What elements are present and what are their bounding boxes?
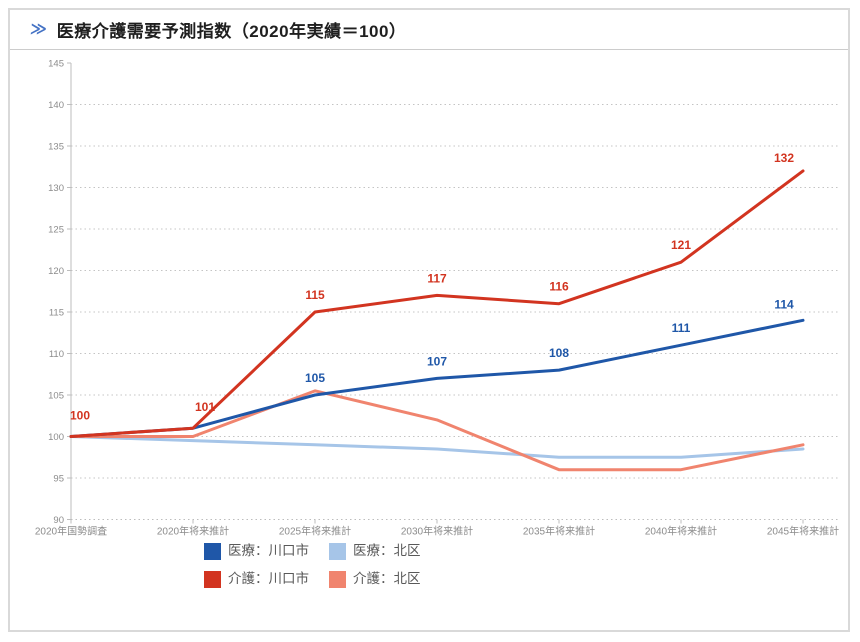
data-label: 107: [427, 354, 447, 368]
data-label: 132: [774, 151, 794, 165]
data-label: 100: [70, 409, 90, 423]
legend-item: 医療：北区: [329, 542, 421, 560]
section-header: ≫ 医療介護需要予測指数（2020年実績＝100）: [10, 10, 848, 50]
x-tick-label: 2020年将来推計: [157, 525, 229, 538]
legend-swatch-icon: [329, 542, 346, 560]
legend-item: 介護：川口市: [204, 570, 329, 588]
data-label: 117: [427, 271, 447, 285]
data-label: 101: [195, 400, 215, 414]
x-tick-label: 2045年将来推計: [767, 525, 839, 538]
data-label: 108: [549, 346, 569, 360]
series-line: [69, 435, 805, 459]
x-tick-label: 2040年将来推計: [645, 525, 717, 538]
y-tick-label: 95: [53, 474, 64, 485]
legend-item: 介護：北区: [329, 570, 421, 588]
legend-label: 医療：北区: [353, 543, 421, 559]
x-tick-label: 2020年国勢調査: [35, 525, 107, 538]
series-line: [69, 389, 805, 472]
report-panel: ≫ 医療介護需要予測指数（2020年実績＝100） 90 95 100 105 110 1…: [8, 8, 850, 632]
data-label: 121: [671, 238, 691, 252]
legend-swatch-icon: [204, 542, 221, 560]
data-label: 111: [672, 321, 691, 335]
data-label: 114: [774, 297, 794, 311]
y-tick-label: 100: [48, 432, 64, 443]
y-tick-label: 120: [48, 266, 64, 277]
x-tick-label: 2025年将来推計: [279, 525, 351, 538]
page-title: 医療介護需要予測指数（2020年実績＝100）: [56, 22, 407, 41]
y-tick-label: 105: [48, 391, 64, 402]
legend-label: 介護：北区: [353, 571, 421, 587]
chart-legend: 医療：川口市 医療：北区介護：川口市 介護：北区: [204, 542, 421, 588]
chart-canvas: 90 95 100 105 110 115 120 125 130 135 140 145 2020年国…: [35, 59, 840, 538]
legend-label: 医療：川口市: [228, 543, 309, 559]
y-tick-label: 130: [48, 183, 64, 194]
legend-item: 医療：川口市: [204, 542, 329, 560]
legend-swatch-icon: [204, 570, 221, 588]
y-tick-label: 145: [48, 59, 64, 70]
y-tick-label: 115: [49, 308, 64, 319]
x-tick-label: 2035年将来推計: [523, 525, 595, 538]
y-tick-label: 110: [49, 349, 64, 360]
legend-label: 介護：川口市: [228, 571, 309, 587]
data-label: 116: [549, 280, 569, 294]
y-tick-label: 90: [53, 515, 64, 526]
data-label: 115: [305, 288, 325, 302]
double-chevron-icon: ≫: [29, 20, 48, 38]
y-tick-label: 140: [48, 100, 64, 111]
y-tick-label: 135: [48, 142, 64, 153]
line-chart: 90 95 100 105 110 115 120 125 130 135 140 145 2020年国…: [10, 50, 848, 540]
legend-swatch-icon: [329, 570, 346, 588]
y-tick-label: 125: [48, 225, 64, 236]
x-tick-label: 2030年将来推計: [401, 525, 473, 538]
data-label: 105: [305, 371, 325, 385]
series-line: [69, 169, 805, 438]
